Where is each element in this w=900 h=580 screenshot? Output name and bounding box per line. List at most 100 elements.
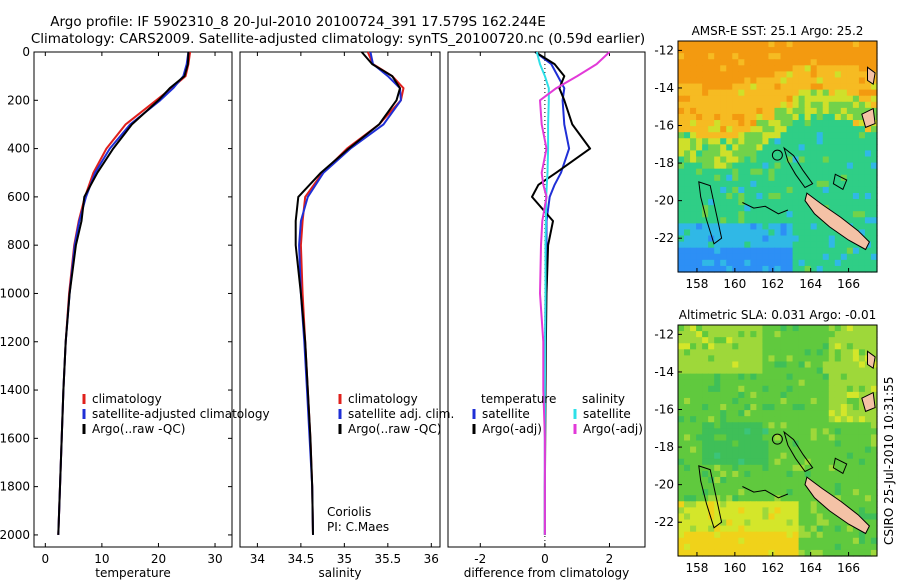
sst-cell bbox=[714, 192, 721, 200]
sst-cell bbox=[846, 162, 854, 170]
sst-cell bbox=[762, 95, 770, 103]
sst-cell bbox=[756, 265, 764, 273]
sst-cell bbox=[834, 71, 842, 79]
sla-cell bbox=[834, 337, 842, 344]
sst-cell bbox=[858, 223, 866, 231]
sst-cell bbox=[792, 211, 800, 218]
sst-cell bbox=[816, 168, 824, 176]
sst-cell bbox=[684, 247, 691, 255]
sla-cell bbox=[756, 379, 764, 387]
sla-cell bbox=[852, 434, 860, 442]
sst-cell bbox=[678, 223, 685, 231]
sst-cell bbox=[738, 253, 745, 261]
sst-cell bbox=[702, 186, 709, 194]
sla-cell bbox=[840, 489, 848, 496]
sst-cell bbox=[768, 126, 776, 133]
sla-cell bbox=[786, 501, 794, 508]
sst-cell bbox=[714, 162, 721, 170]
sla-cell bbox=[852, 349, 860, 356]
sla-cell bbox=[792, 331, 800, 338]
sla-cell bbox=[852, 337, 860, 344]
sst-cell bbox=[726, 113, 733, 121]
sla-cell bbox=[726, 355, 733, 363]
sst-cell bbox=[678, 253, 685, 261]
sla-cell bbox=[822, 507, 830, 515]
sla-cell bbox=[804, 416, 812, 423]
sla-cell bbox=[744, 367, 751, 375]
sla-cell bbox=[780, 537, 788, 545]
sst-reef-bellona bbox=[742, 202, 789, 215]
sla-cell bbox=[852, 531, 860, 539]
sla-cell bbox=[756, 361, 764, 369]
sst-cell bbox=[786, 205, 794, 212]
sla-cell bbox=[810, 446, 818, 454]
sla-cell bbox=[780, 476, 788, 484]
sst-cell bbox=[804, 217, 812, 224]
sla-cell bbox=[798, 458, 806, 466]
sla-cell bbox=[756, 325, 764, 332]
sla-cell bbox=[726, 489, 733, 496]
sla-cell bbox=[696, 537, 703, 545]
sla-cell bbox=[840, 428, 848, 436]
sst-profile-marker bbox=[771, 149, 783, 161]
sla-cell bbox=[708, 440, 715, 448]
sst-cell bbox=[852, 156, 860, 164]
sla-cell bbox=[822, 367, 830, 375]
sla-cell bbox=[816, 464, 824, 472]
sst-cell bbox=[732, 71, 739, 79]
sst-cell bbox=[870, 253, 878, 261]
sst-cell bbox=[858, 101, 866, 109]
sla-cell bbox=[828, 397, 836, 405]
sst-cell bbox=[720, 47, 727, 54]
sla-reef-bellona bbox=[742, 486, 789, 499]
sst-cell bbox=[816, 95, 824, 103]
sla-cell bbox=[792, 501, 800, 508]
sst-cell bbox=[840, 150, 848, 158]
sst-land-vanuatu bbox=[861, 107, 876, 129]
sla-cell bbox=[750, 391, 757, 399]
sla-cell bbox=[678, 489, 685, 496]
sst-cell bbox=[804, 156, 812, 164]
sla-cell bbox=[786, 513, 794, 521]
sla-cell bbox=[786, 385, 794, 393]
sla-cell bbox=[768, 525, 776, 533]
sla-cell bbox=[762, 422, 770, 429]
sla-cell bbox=[834, 428, 842, 436]
sst-cell bbox=[720, 138, 727, 145]
sla-cell bbox=[750, 507, 757, 515]
sst-cell bbox=[690, 120, 697, 127]
sla-cell bbox=[732, 404, 739, 411]
sla-cell bbox=[678, 422, 685, 429]
sla-cell bbox=[678, 410, 685, 417]
temperature-ytick-label: 1600 bbox=[0, 431, 30, 445]
sla-cell bbox=[840, 373, 848, 381]
sst-cell bbox=[852, 138, 860, 145]
sla-cell bbox=[762, 476, 770, 484]
sst-cell bbox=[798, 95, 806, 103]
sst-cell bbox=[852, 247, 860, 255]
sla-cell bbox=[768, 501, 776, 508]
sst-cell bbox=[852, 211, 860, 218]
sst-cell bbox=[786, 217, 794, 224]
sla-cell bbox=[780, 519, 788, 527]
sst-cell bbox=[768, 205, 776, 212]
sla-cell bbox=[792, 458, 800, 466]
sla-cell bbox=[834, 458, 842, 466]
sla-cell bbox=[858, 391, 866, 399]
sst-cell bbox=[714, 150, 721, 158]
sst-cell bbox=[810, 107, 818, 115]
sst-cell bbox=[798, 71, 806, 79]
sla-cell bbox=[846, 464, 854, 472]
sst-cell bbox=[774, 192, 782, 200]
sla-cell bbox=[780, 337, 788, 344]
sst-cell bbox=[696, 77, 703, 85]
sla-cell bbox=[816, 391, 824, 399]
sst-cell bbox=[744, 120, 751, 127]
sst-cell bbox=[702, 59, 709, 66]
sst-cell bbox=[780, 101, 788, 109]
sst-cell bbox=[708, 168, 715, 176]
sla-cell bbox=[738, 367, 745, 375]
sst-cell bbox=[786, 150, 794, 158]
sst-cell bbox=[690, 174, 697, 182]
sla-cell bbox=[696, 367, 703, 375]
